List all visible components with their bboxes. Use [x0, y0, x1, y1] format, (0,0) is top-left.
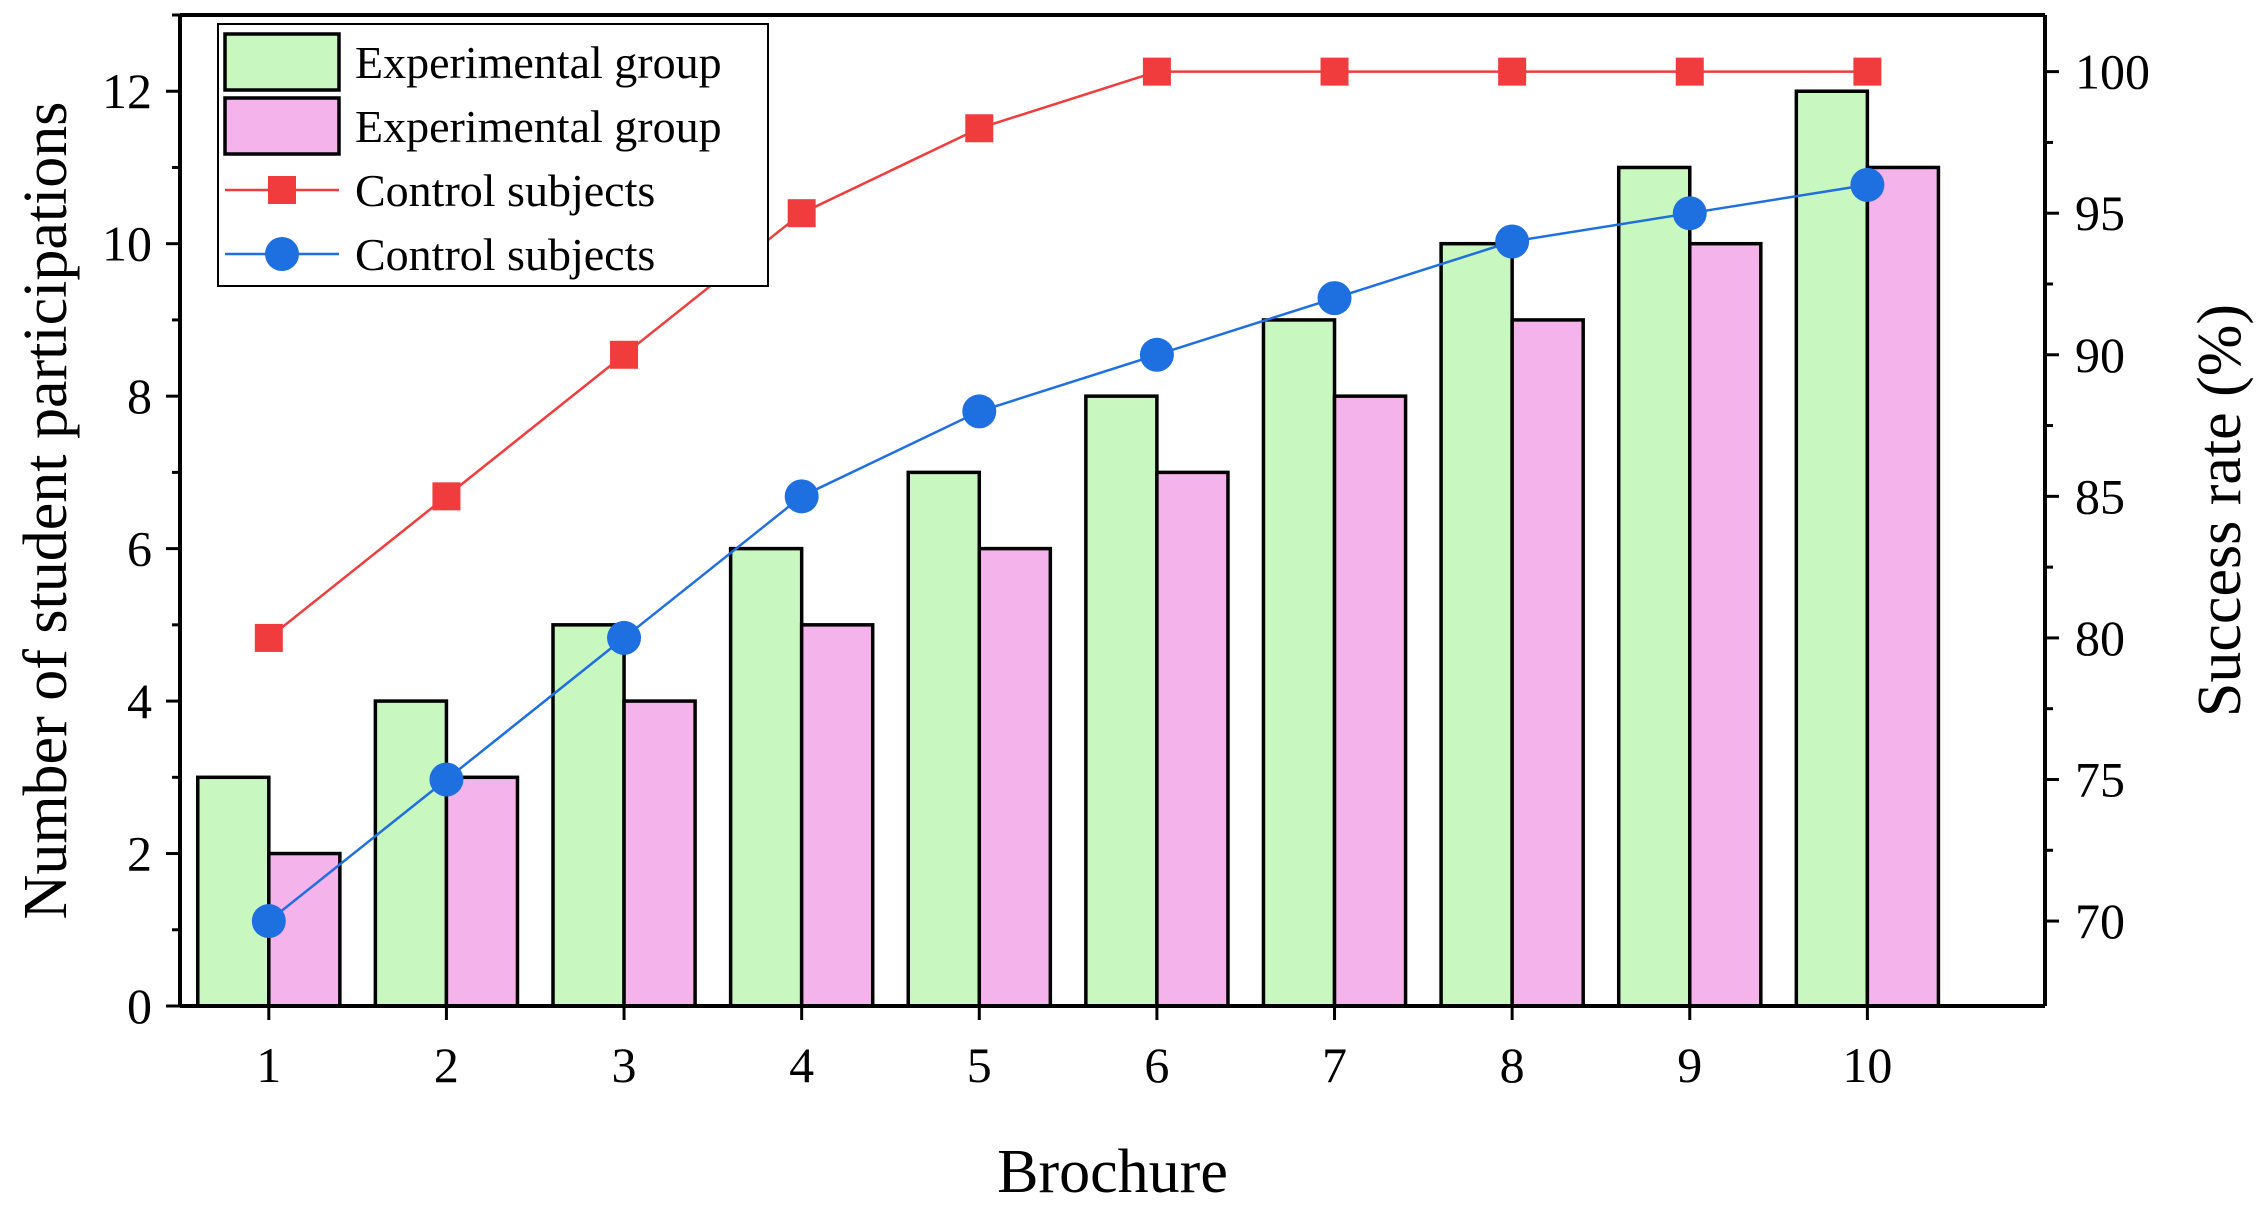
point-control-10: [1850, 167, 1885, 202]
point-experimental-1: [254, 623, 283, 652]
point-experimental-4: [787, 199, 816, 228]
y-tick-label: 2: [127, 826, 152, 882]
x-tick-label: 2: [434, 1037, 459, 1093]
point-control-2: [429, 762, 464, 797]
point-control-5: [962, 394, 997, 429]
bar-control-10: [1865, 165, 1941, 1008]
line-experimental: [268, 70, 1868, 639]
x-tick-label: 1: [256, 1037, 281, 1093]
bar-control-4: [799, 623, 875, 1008]
point-control-3: [607, 620, 642, 655]
y2-tick-label: 95: [2075, 185, 2125, 241]
y-tick-label: 0: [127, 978, 152, 1034]
point-control-4: [784, 479, 819, 514]
point-experimental-3: [610, 340, 639, 369]
point-experimental-10: [1853, 57, 1882, 86]
point-experimental-5: [965, 114, 994, 143]
point-experimental-6: [1142, 57, 1171, 86]
bar-control-6: [1155, 470, 1230, 1008]
bar-experimental-8: [1439, 241, 1514, 1008]
point-experimental-9: [1675, 57, 1704, 86]
bar-experimental-9: [1616, 165, 1692, 1008]
point-experimental-2: [432, 482, 461, 511]
y-tick-label: 8: [127, 368, 152, 424]
y-tick-label: 10: [102, 216, 152, 272]
bar-control-3: [622, 699, 697, 1008]
y2-tick-label: 85: [2075, 468, 2125, 524]
x-tick-label: 8: [1500, 1037, 1525, 1093]
y2-tick-label: 90: [2075, 327, 2125, 383]
legend-marker-square: [268, 176, 296, 204]
legend-label: Control subjects: [355, 165, 655, 216]
y-tick-label: 4: [127, 673, 152, 729]
bar-control-7: [1332, 394, 1408, 1008]
line-control: [268, 183, 1868, 923]
lines-layer: [251, 57, 1885, 939]
point-experimental-7: [1320, 57, 1349, 86]
bar-experimental-3: [551, 623, 626, 1008]
y2-tick-label: 80: [2075, 610, 2125, 666]
legend-swatch-bar: [223, 96, 341, 156]
bar-experimental-2: [373, 699, 449, 1008]
y2-tick-label: 70: [2075, 893, 2125, 949]
x-tick-label: 4: [789, 1037, 814, 1093]
bar-control-2: [444, 775, 520, 1008]
bar-control-8: [1510, 318, 1585, 1008]
y2-tick-label: 100: [2075, 44, 2150, 100]
bar-experimental-4: [728, 546, 804, 1008]
x-tick-label: 3: [612, 1037, 637, 1093]
y-tick-label: 12: [102, 63, 152, 119]
legend-marker-circle: [265, 237, 299, 271]
point-control-8: [1495, 224, 1530, 259]
x-tick-label: 7: [1322, 1037, 1347, 1093]
legend-label: Control subjects: [355, 229, 655, 280]
point-control-9: [1672, 196, 1707, 231]
y-axis-title: Number of student participations: [12, 102, 80, 920]
point-control-1: [251, 904, 286, 939]
bar-experimental-6: [1084, 394, 1159, 1008]
legend: Experimental group Experimental group Cont…: [217, 23, 769, 287]
legend-label: Experimental group: [355, 37, 722, 88]
point-control-7: [1317, 281, 1352, 316]
legend-swatch-bar: [223, 32, 341, 92]
y2-tick-label: 75: [2075, 751, 2125, 807]
x-tick-label: 9: [1677, 1037, 1702, 1093]
point-control-6: [1139, 337, 1174, 372]
point-experimental-8: [1498, 57, 1527, 86]
bar-experimental-7: [1261, 318, 1337, 1008]
legend-label: Experimental group: [355, 101, 722, 152]
bar-experimental-5: [906, 470, 982, 1008]
x-tick-label: 5: [967, 1037, 992, 1093]
bar-experimental-1: [196, 775, 271, 1008]
y2-axis-title: Success rate (%): [2186, 304, 2254, 717]
bars-layer: [196, 89, 1941, 1008]
bar-control-9: [1688, 241, 1763, 1008]
x-tick-label: 10: [1842, 1037, 1892, 1093]
x-tick-label: 6: [1144, 1037, 1169, 1093]
bar-experimental-10: [1794, 89, 1870, 1008]
bar-control-5: [977, 546, 1053, 1008]
x-axis-title: Brochure: [997, 1138, 1228, 1206]
y-tick-label: 6: [127, 521, 152, 577]
